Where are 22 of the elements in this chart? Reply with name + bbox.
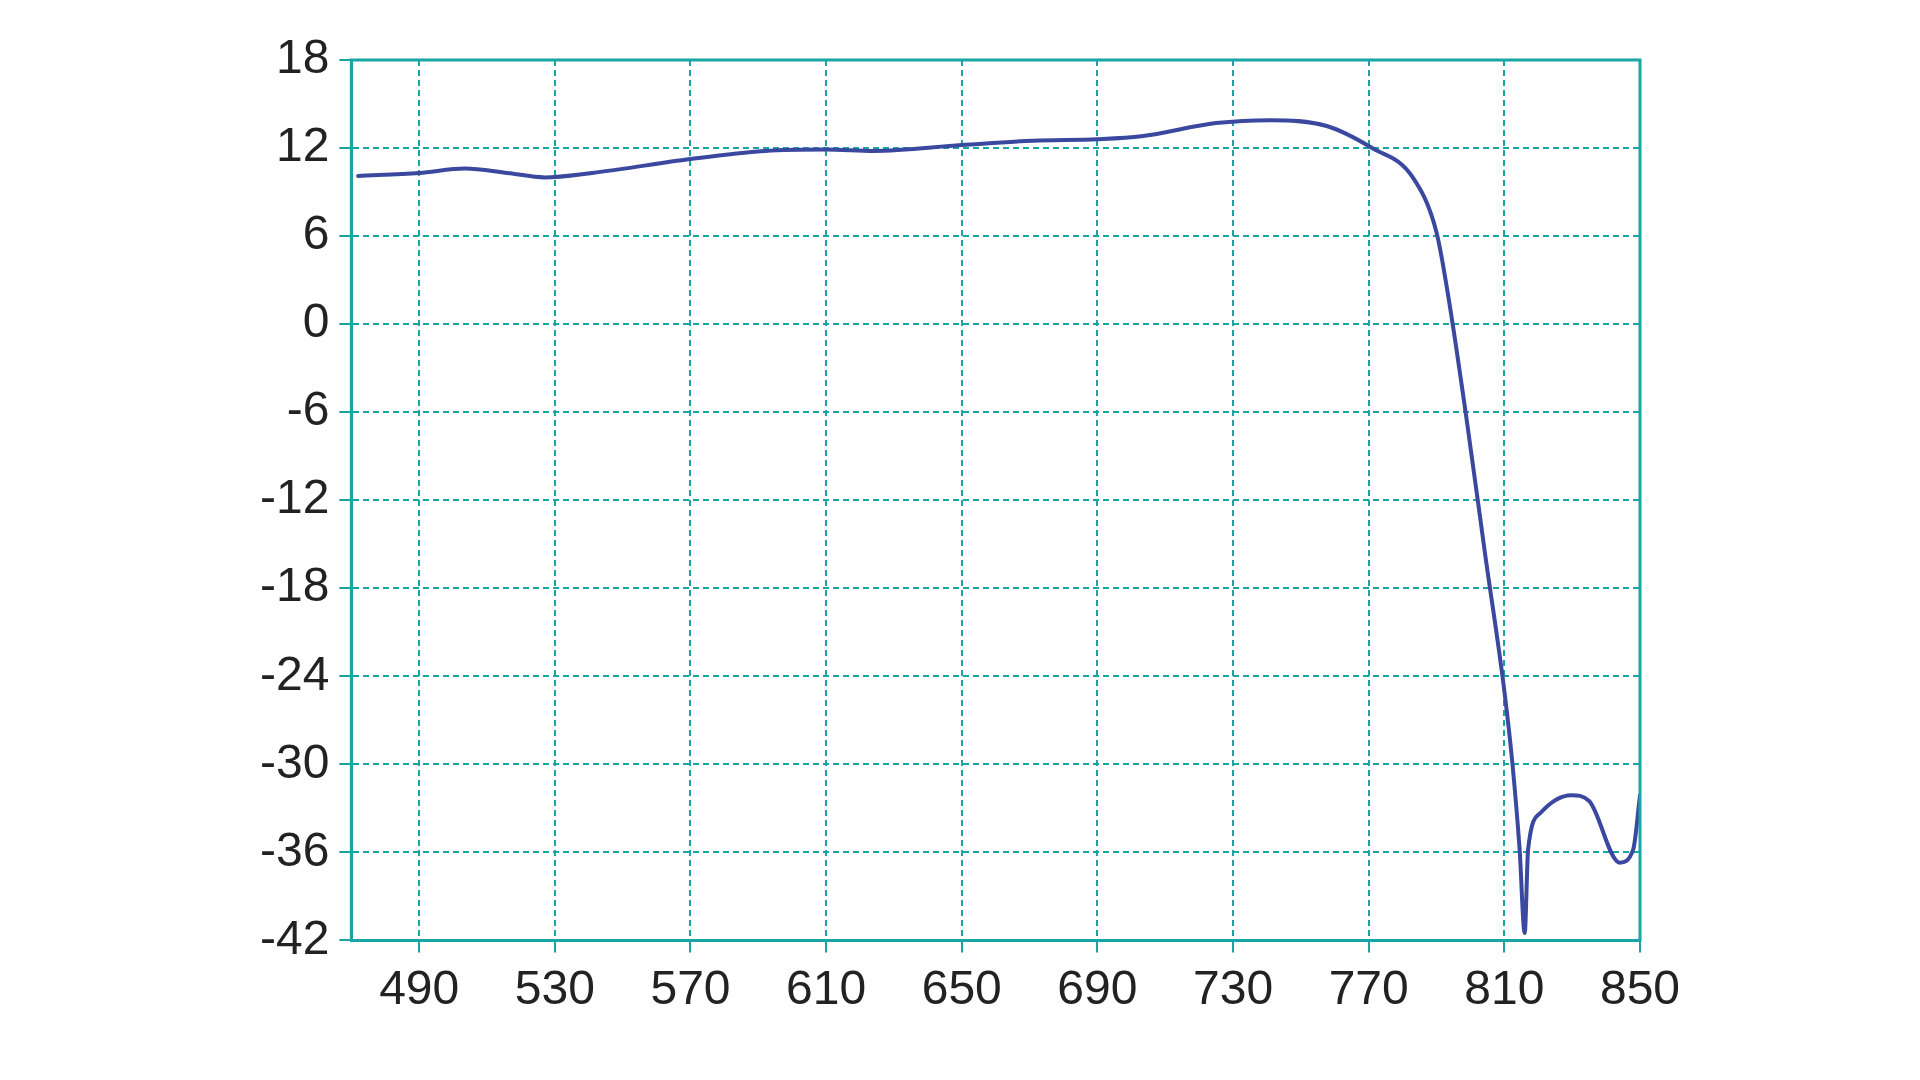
x-tick-label: 650 [921,961,1002,1015]
y-tick-label: -18 [260,558,330,612]
line-series [356,118,1640,936]
y-tick-label: -42 [260,910,330,964]
x-tick-label: 570 [650,961,731,1015]
x-tick-label: 730 [1193,961,1274,1015]
x-tick-label: 850 [1599,961,1681,1015]
y-tick-label: 18 [275,30,330,84]
y-tick-label: -24 [260,646,330,700]
y-tick-label: -6 [286,382,330,436]
y-tick-label: 12 [275,118,330,172]
x-tick-label: 810 [1464,961,1545,1015]
x-tick-label: 770 [1328,961,1409,1015]
x-tick-label: 610 [786,961,867,1015]
x-tick-label: 690 [1057,961,1138,1015]
y-tick-label: 0 [302,294,330,348]
x-tick-label: 490 [379,961,460,1015]
y-tick-label: -12 [260,470,330,524]
x-tick-label: 530 [514,961,595,1015]
y-tick-label: -30 [260,734,330,788]
y-tick-label: 6 [302,206,330,260]
y-tick-label: -36 [260,822,330,876]
